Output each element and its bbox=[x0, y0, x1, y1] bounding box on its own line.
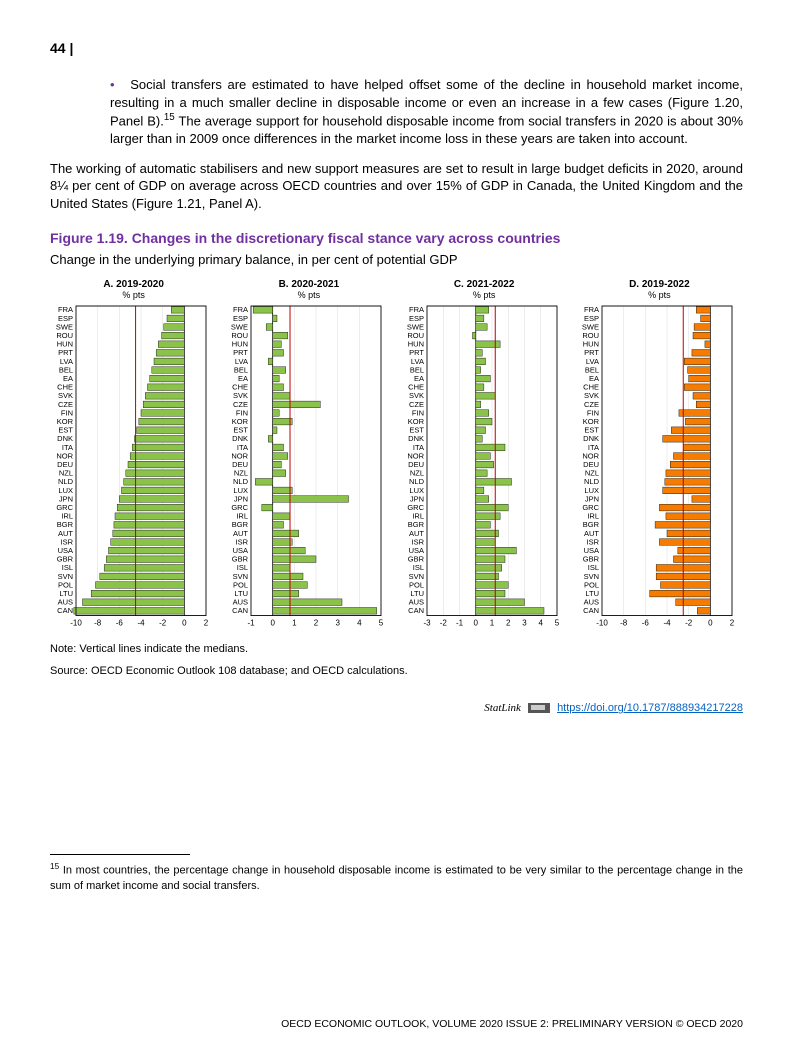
chart-panel: B. 2020-2021% pts-1012345FRAESPSWEROUHUN… bbox=[225, 279, 392, 632]
chart-panel: C. 2021-2022% pts-3-2-1012345FRAESPSWERO… bbox=[401, 279, 568, 632]
svg-text:-1: -1 bbox=[455, 619, 463, 628]
svg-text:3: 3 bbox=[336, 619, 341, 628]
svg-text:-6: -6 bbox=[116, 619, 124, 628]
svg-text:0: 0 bbox=[182, 619, 187, 628]
svg-text:-8: -8 bbox=[94, 619, 102, 628]
bar-chart: -3-2-1012345FRAESPSWEROUHUNPRTLVABELEACH… bbox=[401, 302, 561, 632]
svg-text:-10: -10 bbox=[70, 619, 82, 628]
svg-text:2: 2 bbox=[730, 619, 735, 628]
page-footer: OECD ECONOMIC OUTLOOK, VOLUME 2020 ISSUE… bbox=[281, 1018, 743, 1030]
svg-text:-4: -4 bbox=[663, 619, 671, 628]
svg-text:-3: -3 bbox=[423, 619, 431, 628]
bar-chart: -10-8-6-4-202FRAESPSWEROUHUNPRTLVABELEAC… bbox=[576, 302, 736, 632]
svg-text:4: 4 bbox=[357, 619, 362, 628]
footnote-text: In most countries, the percentage change… bbox=[50, 865, 743, 892]
svg-text:0: 0 bbox=[708, 619, 713, 628]
footnote-number: 15 bbox=[50, 862, 59, 871]
panel-unit: % pts bbox=[225, 290, 392, 300]
svg-text:2: 2 bbox=[314, 619, 319, 628]
statlink-url[interactable]: https://doi.org/10.1787/888934217228 bbox=[557, 702, 743, 714]
bar-chart: -1012345FRAESPSWEROUHUNPRTLVABELEACHESVK… bbox=[225, 302, 385, 632]
svg-text:CAN: CAN bbox=[57, 606, 73, 615]
svg-text:1: 1 bbox=[292, 619, 297, 628]
page-number: 44 | bbox=[50, 40, 743, 56]
footnote-ref: 15 bbox=[164, 112, 175, 123]
bullet-text-2: The average support for household dispos… bbox=[110, 113, 743, 146]
svg-text:-10: -10 bbox=[596, 619, 608, 628]
body-paragraph: The working of automatic stabilisers and… bbox=[50, 160, 743, 213]
chart-panel: A. 2019-2020% pts-10-8-6-4-202FRAESPSWER… bbox=[50, 279, 217, 632]
svg-text:CAN: CAN bbox=[583, 606, 599, 615]
svg-text:-8: -8 bbox=[620, 619, 628, 628]
svg-text:1: 1 bbox=[489, 619, 494, 628]
svg-text:2: 2 bbox=[506, 619, 511, 628]
svg-text:2: 2 bbox=[204, 619, 209, 628]
svg-text:5: 5 bbox=[379, 619, 384, 628]
svg-text:CAN: CAN bbox=[232, 606, 248, 615]
svg-text:-1: -1 bbox=[248, 619, 256, 628]
panel-title: B. 2020-2021 bbox=[225, 279, 392, 290]
svg-text:-2: -2 bbox=[159, 619, 167, 628]
svg-text:-4: -4 bbox=[137, 619, 145, 628]
svg-text:-6: -6 bbox=[642, 619, 650, 628]
figure-subtitle: Change in the underlying primary balance… bbox=[50, 252, 743, 267]
charts-container: A. 2019-2020% pts-10-8-6-4-202FRAESPSWER… bbox=[50, 279, 743, 632]
chart-panel: D. 2019-2022% pts-10-8-6-4-202FRAESPSWER… bbox=[576, 279, 743, 632]
figure-title: Figure 1.19. Changes in the discretionar… bbox=[50, 230, 743, 246]
panel-unit: % pts bbox=[401, 290, 568, 300]
bullet-item: • Social transfers are estimated to have… bbox=[110, 76, 743, 148]
svg-text:3: 3 bbox=[522, 619, 527, 628]
statlink-icon bbox=[528, 703, 550, 713]
footnote-separator bbox=[50, 854, 190, 855]
panel-title: C. 2021-2022 bbox=[401, 279, 568, 290]
panel-unit: % pts bbox=[576, 290, 743, 300]
bullet-marker: • bbox=[110, 77, 115, 92]
panel-title: A. 2019-2020 bbox=[50, 279, 217, 290]
panel-unit: % pts bbox=[50, 290, 217, 300]
figure-source: Source: OECD Economic Outlook 108 databa… bbox=[50, 664, 743, 678]
svg-text:0: 0 bbox=[271, 619, 276, 628]
svg-text:-2: -2 bbox=[685, 619, 693, 628]
panel-title: D. 2019-2022 bbox=[576, 279, 743, 290]
statlink-row: StatLink https://doi.org/10.1787/8889342… bbox=[50, 702, 743, 714]
svg-text:-2: -2 bbox=[439, 619, 447, 628]
statlink-label: StatLink bbox=[484, 702, 521, 714]
svg-text:5: 5 bbox=[554, 619, 559, 628]
svg-text:4: 4 bbox=[538, 619, 543, 628]
bar-chart: -10-8-6-4-202FRAESPSWEROUHUNPRTLVABELEAC… bbox=[50, 302, 210, 632]
svg-text:CAN: CAN bbox=[408, 606, 424, 615]
figure-note: Note: Vertical lines indicate the median… bbox=[50, 642, 743, 656]
svg-text:0: 0 bbox=[473, 619, 478, 628]
footnote: 15 In most countries, the percentage cha… bbox=[50, 861, 743, 893]
